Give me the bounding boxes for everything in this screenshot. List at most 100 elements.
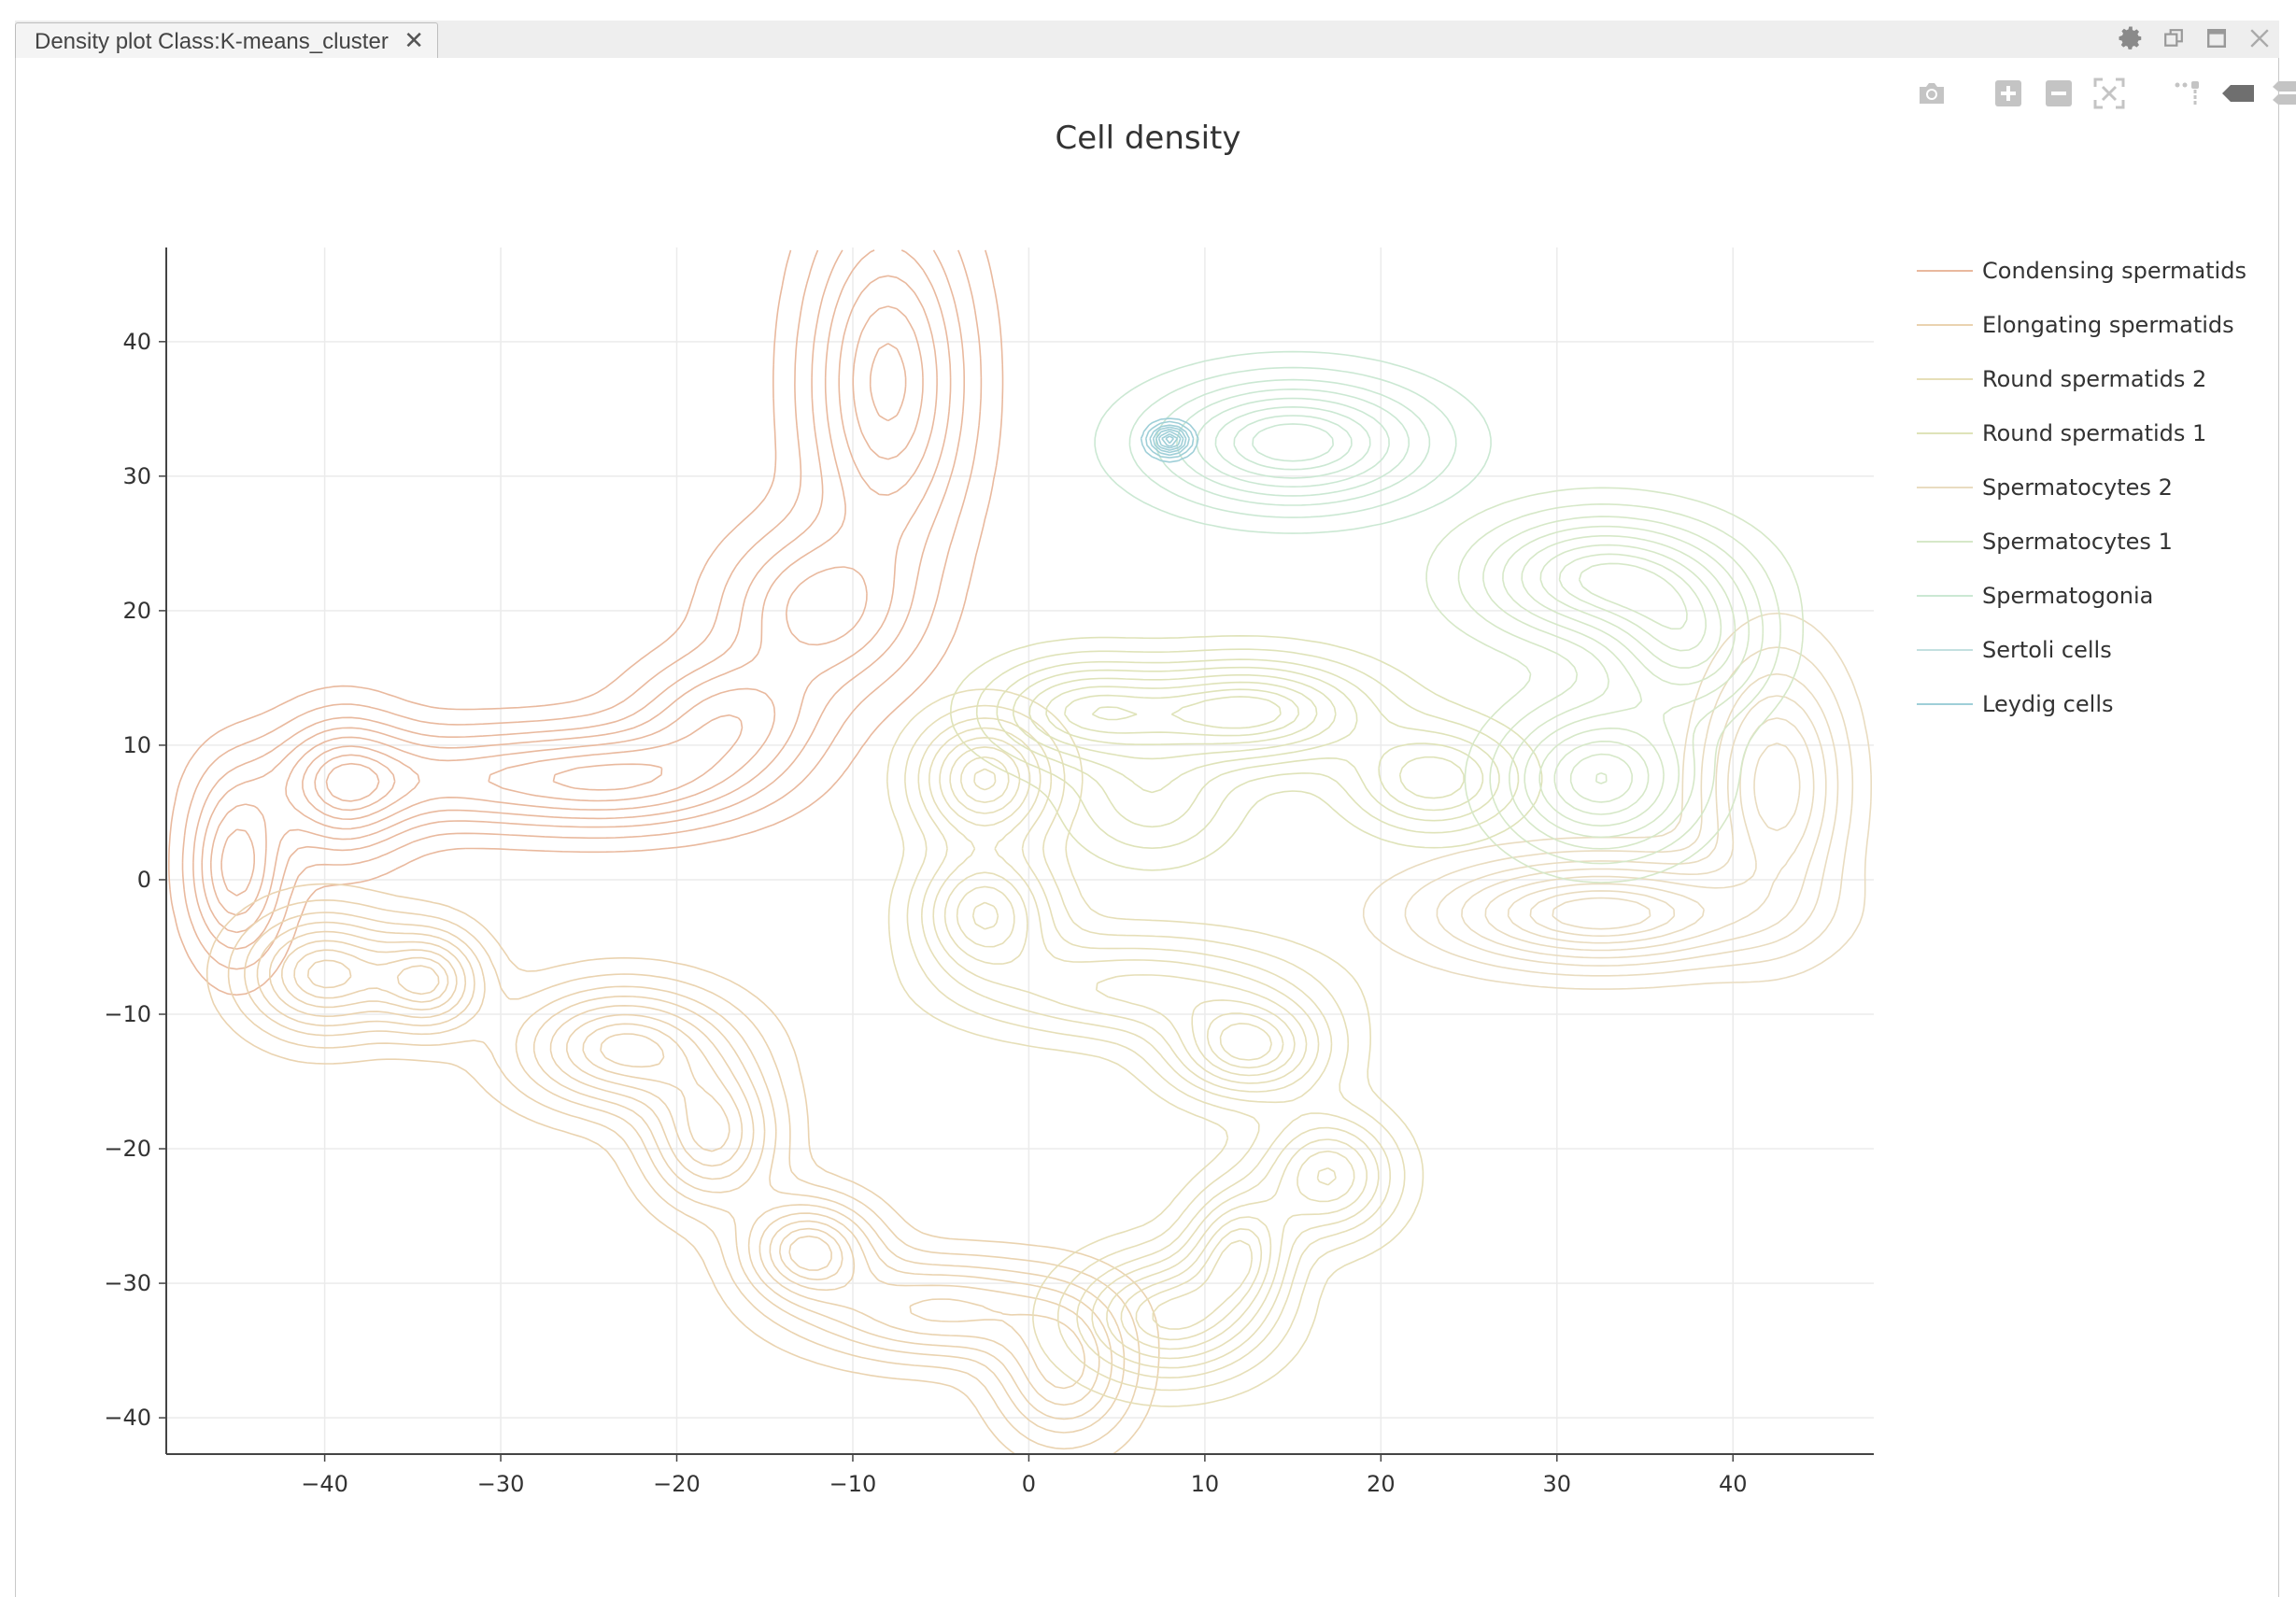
contour-line <box>1013 666 1484 812</box>
contour-line <box>1425 487 1805 883</box>
legend-swatch <box>1917 324 1973 326</box>
contour-line <box>1161 433 1179 447</box>
hover-compare-icon[interactable] <box>2272 77 2296 110</box>
contour-line <box>1140 417 1199 463</box>
contour-series-5 <box>1362 612 1872 990</box>
contour-line <box>1457 503 1781 865</box>
contour-line <box>1214 406 1371 479</box>
legend-item[interactable]: Elongating spermatids <box>1917 306 2234 344</box>
legend-swatch <box>1917 270 1973 272</box>
contour-line <box>1176 389 1410 497</box>
y-tick-label: −20 <box>104 1136 151 1162</box>
x-tick-label: 20 <box>1367 1471 1396 1497</box>
window-controls <box>2117 24 2274 52</box>
contour-line <box>1149 424 1190 457</box>
y-tick-label: 30 <box>122 463 151 489</box>
contour-line <box>1482 516 1765 850</box>
legend-item[interactable]: Spermatocytes 1 <box>1917 523 2173 560</box>
zoom-in-icon[interactable] <box>1991 77 2025 110</box>
contour-line <box>917 717 1391 1378</box>
autoscale-icon[interactable] <box>2092 77 2126 110</box>
contour-line <box>1404 646 1854 977</box>
contour-series-1 <box>168 249 1004 996</box>
contour-line <box>1539 544 1722 815</box>
x-tick-label: 40 <box>1719 1471 1748 1497</box>
tab-density-plot[interactable]: Density plot Class:K-means_cluster ✕ <box>15 22 438 60</box>
contour-line <box>210 275 938 916</box>
tab-close-icon[interactable]: ✕ <box>404 27 424 55</box>
legend-swatch <box>1917 595 1973 597</box>
contour-series-9 <box>1140 417 1199 463</box>
contour-series-3 <box>886 688 1424 1407</box>
contour-line <box>886 688 1424 1407</box>
contour-line <box>1165 435 1175 445</box>
contour-series-2 <box>206 883 1160 1455</box>
legend-item[interactable]: Leydig cells <box>1917 685 2113 723</box>
contour-line <box>1155 378 1431 506</box>
y-tick-label: 40 <box>122 329 151 355</box>
contour-line <box>1045 681 1318 745</box>
legend-label: Round spermatids 1 <box>1982 420 2207 446</box>
x-tick-label: −40 <box>301 1471 348 1497</box>
hover-closest-icon[interactable] <box>2221 77 2255 110</box>
legend-item[interactable]: Round spermatids 2 <box>1917 360 2206 398</box>
contour-line <box>996 658 1500 828</box>
legend-swatch <box>1917 703 1973 705</box>
contour-line <box>1484 717 1815 952</box>
x-tick-label: −20 <box>653 1471 701 1497</box>
close-icon[interactable] <box>2246 24 2274 52</box>
contour-line <box>1558 553 1707 803</box>
contour-line <box>1252 423 1334 462</box>
contour-line <box>227 899 1141 1450</box>
contour-layer <box>168 249 1872 1455</box>
contour-line <box>939 737 1368 1360</box>
contour-line <box>1233 415 1353 471</box>
contour-line <box>1362 612 1872 990</box>
camera-icon[interactable] <box>1915 77 1949 110</box>
legend-swatch <box>1917 541 1973 543</box>
contour-line <box>1529 890 1676 937</box>
contour-line <box>1461 695 1827 959</box>
contour-line <box>206 883 1160 1455</box>
contour-line <box>314 343 907 812</box>
legend-label: Leydig cells <box>1982 691 2114 717</box>
contour-line <box>1157 431 1182 449</box>
contour-line <box>244 912 1126 1434</box>
restore-icon[interactable] <box>2160 24 2188 52</box>
contour-line <box>269 930 1100 1406</box>
x-tick-label: −30 <box>477 1471 525 1497</box>
maximize-icon[interactable] <box>2203 24 2231 52</box>
contour-line <box>1152 426 1187 454</box>
contour-line <box>950 635 1543 871</box>
contour-line <box>1578 562 1688 784</box>
legend-label: Sertoli cells <box>1982 637 2112 663</box>
spike-lines-icon[interactable] <box>2171 77 2204 110</box>
contour-line <box>181 249 983 970</box>
tab-title: Density plot Class:K-means_cluster <box>35 28 389 54</box>
contour-line <box>1145 420 1195 459</box>
gear-icon[interactable] <box>2117 24 2145 52</box>
contour-line <box>1552 897 1651 930</box>
contour-line <box>904 704 1406 1392</box>
y-tick-label: −30 <box>104 1270 151 1296</box>
legend-swatch <box>1917 432 1973 434</box>
legend-item[interactable]: Sertoli cells <box>1917 631 2112 669</box>
contour-line <box>1507 742 1801 944</box>
chart-title: Cell density <box>1055 120 1241 157</box>
legend-item[interactable]: Condensing spermatids <box>1917 252 2246 290</box>
legend-item[interactable]: Round spermatids 1 <box>1917 415 2206 452</box>
plot-panel <box>15 58 2279 1597</box>
legend-item[interactable]: Spermatogonia <box>1917 577 2153 615</box>
legend-label: Spermatogonia <box>1982 583 2154 609</box>
y-tick-label: −40 <box>104 1405 151 1431</box>
contour-line <box>220 305 924 897</box>
contour-line <box>1128 366 1457 518</box>
y-tick-label: 20 <box>122 598 151 624</box>
y-tick-label: 0 <box>137 867 151 893</box>
legend-swatch <box>1917 649 1973 651</box>
modebar <box>1915 77 2296 110</box>
legend-swatch <box>1917 487 1973 488</box>
zoom-out-icon[interactable] <box>2042 77 2076 110</box>
legend-item[interactable]: Spermatocytes 2 <box>1917 469 2173 506</box>
